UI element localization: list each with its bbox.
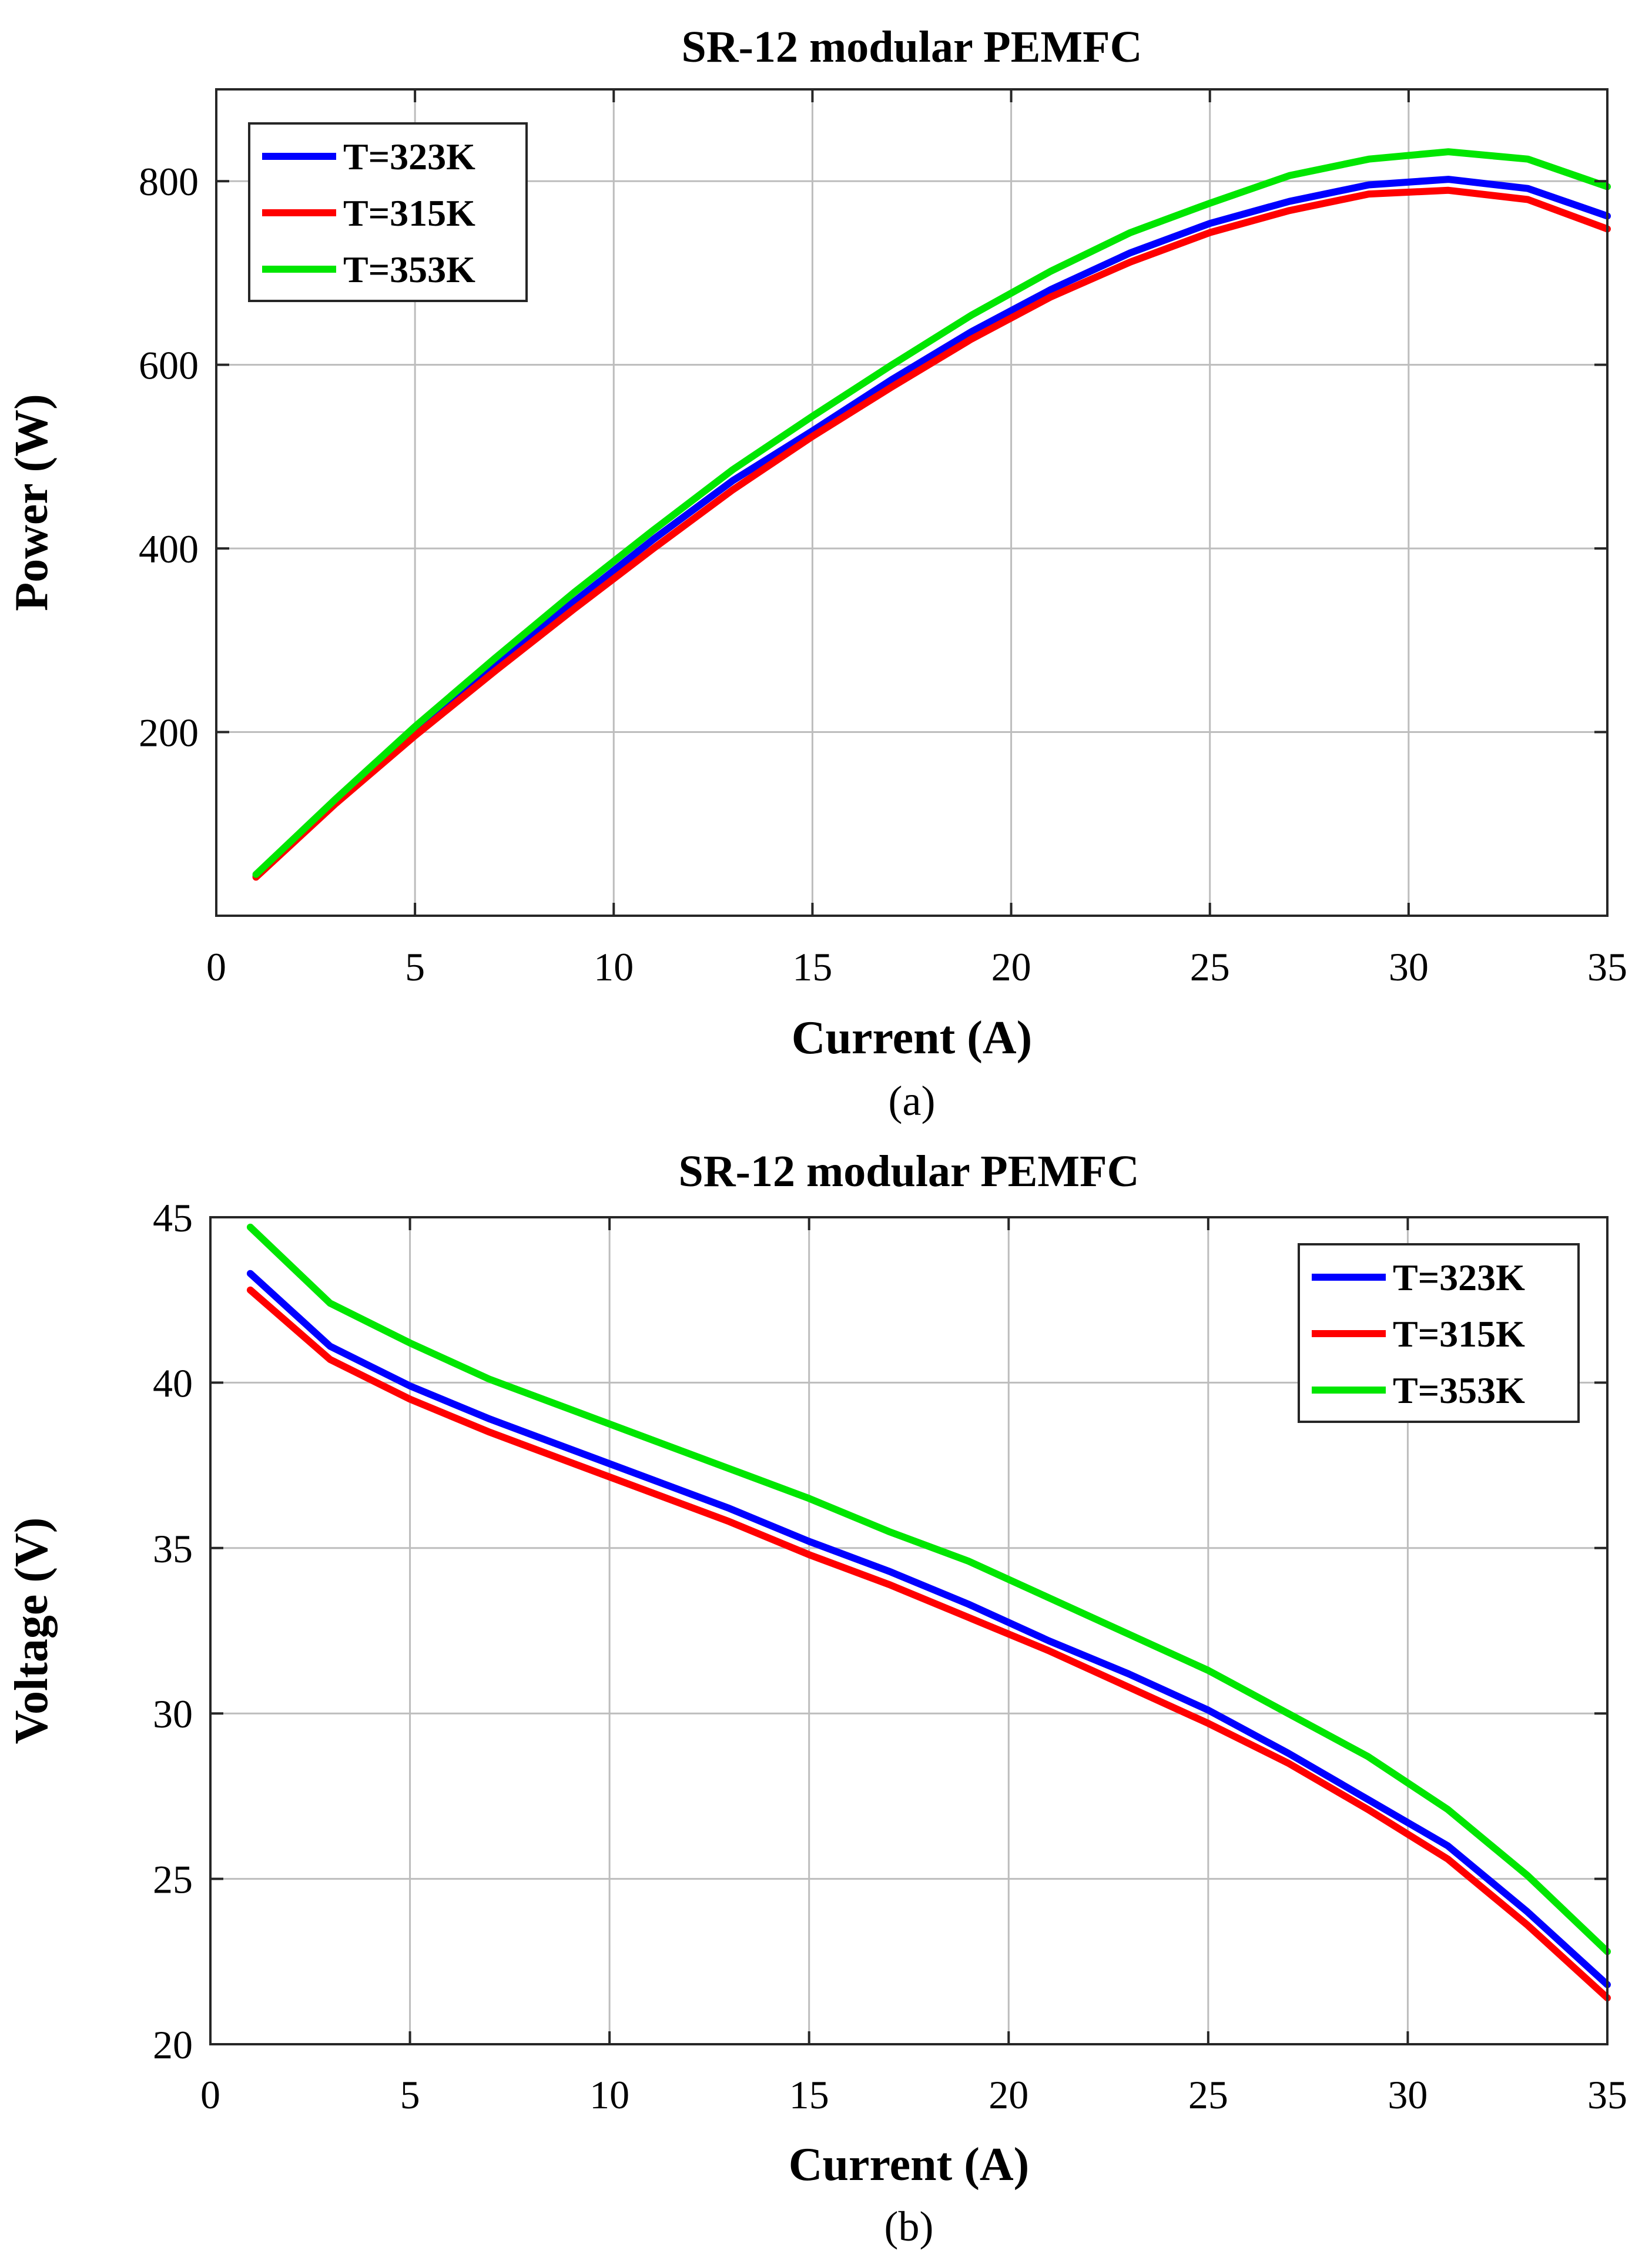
series-line-t-315k [252, 186, 1611, 881]
x-tick-label: 25 [1190, 945, 1230, 989]
y-axis-label: Power (W) [6, 394, 58, 611]
x-tick-label: 30 [1389, 945, 1429, 989]
x-tick-label: 10 [594, 945, 634, 989]
x-tick-label: 0 [200, 2072, 220, 2117]
y-tick-label: 40 [153, 1361, 193, 1405]
legend-label: T=323K [1393, 1257, 1525, 1298]
y-tick-label: 35 [153, 1526, 193, 1571]
series-line-t-323k [246, 1270, 1611, 1988]
plot-frame [209, 1216, 1609, 2045]
y-tick-label: 25 [153, 1857, 193, 1902]
legend-label: T=323K [343, 136, 475, 178]
y-tick-label: 30 [153, 1692, 193, 1736]
y-tick-label: 600 [139, 343, 199, 388]
series-line-t-353k [246, 1223, 1611, 1955]
x-tick-label: 35 [1587, 2072, 1627, 2117]
x-tick-label: 5 [400, 2072, 420, 2117]
legend: T=323K T=315K T=353K [1298, 1243, 1580, 1423]
legend-label: T=315K [1393, 1313, 1525, 1355]
x-tick-label: 0 [206, 945, 226, 989]
x-tick-label: 10 [589, 2072, 629, 2117]
legend: T=323K T=315K T=353K [248, 122, 528, 302]
y-tick-label: 800 [139, 159, 199, 204]
x-axis-label: Current (A) [789, 2139, 1030, 2191]
y-tick-label: 20 [153, 2022, 193, 2067]
x-tick-label: 35 [1587, 945, 1627, 989]
series-line-t-353k [252, 148, 1611, 878]
figure-caption: (a) [889, 1077, 936, 1124]
chart-power-vs-current: SR-12 modular PEMFC 0 5 10 15 20 25 30 35 200 400 6… [6, 22, 1627, 1124]
x-axis-label: Current (A) [792, 1012, 1033, 1064]
chart-title: SR-12 modular PEMFC [682, 22, 1142, 72]
x-tick-label: 15 [789, 2072, 829, 2117]
x-tick-label: 15 [792, 945, 832, 989]
series-line-t-323k [252, 176, 1611, 880]
x-tick-label: 25 [1188, 2072, 1228, 2117]
y-axis-label: Voltage (V) [6, 1518, 58, 1744]
legend-label: T=353K [1393, 1369, 1525, 1411]
y-tick-label: 200 [139, 711, 199, 755]
y-tick-label: 400 [139, 527, 199, 571]
x-tick-label: 20 [988, 2072, 1028, 2117]
x-tick-label: 5 [405, 945, 425, 989]
legend-label: T=353K [343, 249, 475, 290]
x-tick-label: 30 [1388, 2072, 1428, 2117]
chart-title: SR-12 modular PEMFC [679, 1147, 1140, 1196]
chart-voltage-vs-current: SR-12 modular PEMFC 0 5 10 15 20 25 30 35 20 25 30 3… [6, 1147, 1627, 2250]
series-line-t-315k [246, 1286, 1611, 2002]
y-tick-label: 45 [153, 1196, 193, 1240]
legend-label: T=315K [343, 192, 475, 234]
plot-frame [215, 88, 1609, 917]
x-tick-label: 20 [991, 945, 1031, 989]
figure-caption: (b) [884, 2203, 934, 2250]
